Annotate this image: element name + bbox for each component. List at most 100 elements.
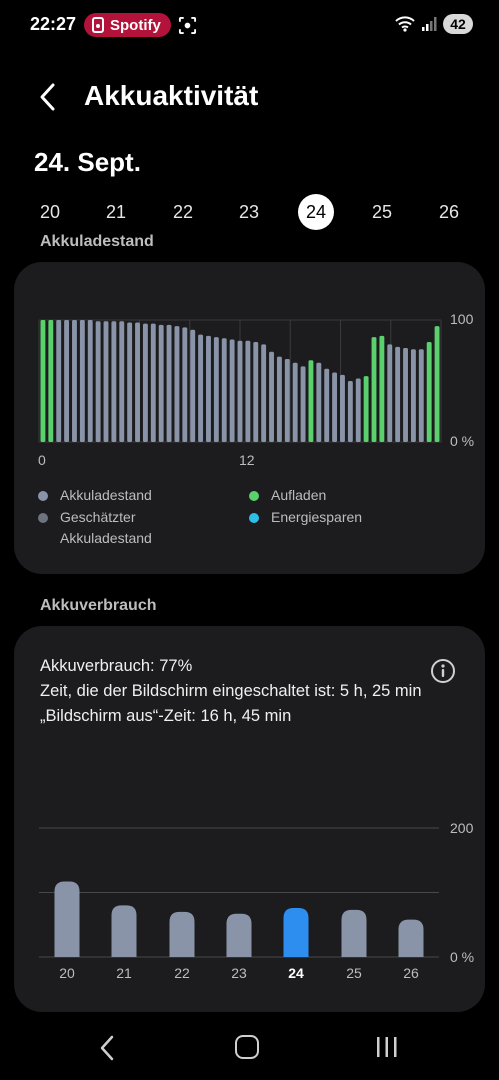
battery-level-bar [103, 321, 109, 442]
usage-x-tick-22: 22 [174, 965, 190, 981]
battery-level-bar [355, 378, 361, 442]
usage-bar-23[interactable] [226, 913, 252, 957]
usage-y-tick-0: 0 % [450, 949, 474, 965]
day-21[interactable]: 21 [105, 201, 127, 222]
spotify-label: Spotify [110, 16, 161, 34]
battery-level-bar [292, 362, 298, 442]
battery-level-bar [269, 351, 274, 442]
battery-level-bar [410, 349, 416, 442]
nav-recent-apps-button[interactable] [374, 1035, 400, 1059]
day-23[interactable]: 23 [238, 201, 260, 222]
usage-screen-on: Zeit, die der Bildschirm eingeschaltet i… [40, 682, 422, 700]
battery-level-bar [174, 326, 180, 442]
battery-level-bar [324, 368, 330, 442]
battery-level-bar [387, 344, 393, 442]
battery-level-section-label: Akkuladestand [40, 233, 154, 250]
usage-screen-off: „Bildschirm aus“-Zeit: 16 h, 45 min [40, 707, 292, 725]
battery-level-bar [127, 322, 133, 442]
legend-level: Akkuladestand [38, 485, 152, 506]
battery-level-bar [190, 329, 196, 442]
spotify-notification-icon [92, 17, 104, 33]
battery-level-bar [221, 338, 227, 442]
battery-level-bar [87, 320, 93, 442]
battery-level-bar [119, 321, 125, 442]
day-26[interactable]: 26 [438, 201, 460, 222]
battery-usage-card: Akkuverbrauch: 77% Zeit, die der Bildsch… [14, 626, 485, 1012]
battery-level-bar [379, 335, 385, 442]
day-22[interactable]: 22 [172, 201, 194, 222]
legend-charging: Aufladen [249, 485, 326, 506]
battery-level-bar [56, 320, 62, 442]
battery-level-bar [79, 320, 85, 442]
back-button[interactable] [32, 80, 66, 114]
day-20[interactable]: 20 [39, 201, 61, 222]
usage-bar-22[interactable] [169, 911, 195, 957]
battery-level-bar [142, 323, 148, 442]
legend-label-power-saving: Energiesparen [271, 509, 363, 525]
battery-level-bar [300, 366, 306, 442]
battery-level-bar [135, 322, 140, 442]
navigation-bar [0, 1018, 499, 1080]
wifi-icon [395, 16, 415, 32]
y-tick-100: 100 [450, 311, 474, 327]
battery-level-bar [253, 341, 259, 442]
day-24[interactable]: 24 [298, 194, 334, 230]
usage-bar-26[interactable] [398, 919, 424, 957]
screenshot-icon [178, 16, 197, 35]
usage-x-tick-20: 20 [59, 965, 75, 981]
battery-level-bar [426, 341, 432, 442]
signal-icon [422, 17, 437, 31]
battery-level-bar [284, 359, 290, 442]
page-title: Akkuaktivität [84, 80, 259, 111]
battery-usage-section-label: Akkuverbrauch [40, 597, 157, 614]
status-bar: 22:27 Spotify 42 [0, 0, 499, 52]
legend-label-estimated: Geschätzter Akkuladestand [60, 509, 152, 546]
usage-bar-25[interactable] [341, 909, 367, 957]
status-time: 22:27 [30, 14, 77, 34]
battery-level-bar [332, 372, 338, 442]
legend-dot-charging [249, 491, 259, 501]
usage-x-tick-21: 21 [116, 965, 132, 981]
battery-level-bar [418, 349, 424, 442]
battery-level-chart: 100 0 % 0 12 [38, 311, 474, 468]
spotify-indicator[interactable]: Spotify [84, 13, 171, 37]
battery-level-bar [213, 337, 219, 442]
usage-summary: Akkuverbrauch: 77% Zeit, die der Bildsch… [40, 654, 440, 729]
battery-level-bar [48, 320, 54, 442]
usage-bar-20[interactable] [54, 881, 80, 957]
usage-x-tick-23: 23 [231, 965, 247, 981]
legend-dot-level [38, 491, 48, 501]
battery-level-bar [308, 360, 314, 442]
nav-back-button[interactable] [96, 1034, 120, 1062]
battery-level-bar [95, 321, 101, 442]
battery-level-bar [182, 327, 188, 442]
usage-bar-21[interactable] [111, 905, 137, 957]
battery-level-bar [347, 381, 353, 442]
usage-bar-24[interactable] [283, 907, 309, 957]
battery-level-bar [206, 335, 211, 442]
y-tick-0: 0 % [450, 433, 474, 449]
usage-x-tick-26: 26 [403, 965, 419, 981]
nav-home-button[interactable] [235, 1035, 259, 1059]
battery-level-bar [40, 320, 46, 442]
battery-level-bar [198, 334, 204, 442]
usage-y-tick-200: 200 [450, 820, 474, 836]
legend-dot-estimated [38, 513, 48, 523]
battery-level-bar [340, 374, 345, 442]
battery-level-bar [434, 326, 440, 442]
info-icon[interactable] [430, 658, 456, 684]
x-tick-0: 0 [38, 452, 46, 468]
battery-level-bar [158, 324, 164, 442]
usage-x-tick-24: 24 [288, 965, 304, 981]
battery-level-bar [237, 340, 243, 442]
day-25[interactable]: 25 [371, 201, 393, 222]
battery-level-bar [72, 320, 77, 442]
usage-total: Akkuverbrauch: 77% [40, 657, 193, 675]
selected-date: 24. Sept. [34, 147, 141, 177]
battery-usage-chart: 200 0 % 20 21 22 23 24 25 26 [39, 820, 474, 981]
battery-level-bar [229, 339, 235, 442]
battery-level-bar [276, 356, 282, 442]
battery-level-bar [316, 362, 322, 442]
battery-level-bar [371, 337, 377, 442]
legend-dot-power-saving [249, 513, 259, 523]
